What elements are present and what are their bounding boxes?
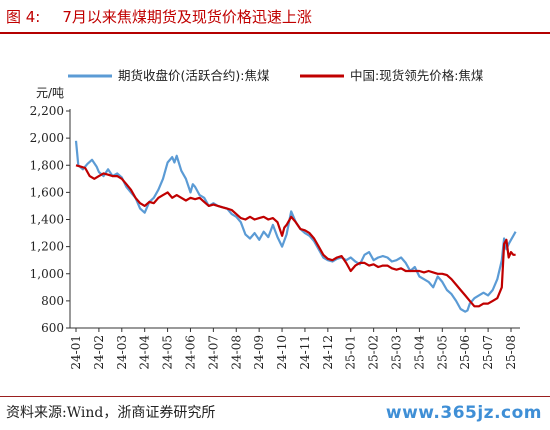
x-tick-label: 24-10 bbox=[275, 335, 289, 370]
x-tick-label: 24-01 bbox=[69, 335, 83, 370]
y-tick-label: 2,200 bbox=[30, 104, 64, 118]
legend-label-spot: 中国:现货领先价格:焦煤 bbox=[350, 68, 484, 83]
x-tick-label: 25-02 bbox=[367, 335, 381, 370]
x-tick-label: 25-03 bbox=[390, 335, 404, 370]
chart-legend: 期货收盘价(活跃合约):焦煤 中国:现货领先价格:焦煤 bbox=[68, 68, 484, 83]
y-tick-label: 1,400 bbox=[30, 213, 64, 227]
footer-rule bbox=[0, 396, 550, 397]
x-tick-label: 24-09 bbox=[252, 335, 266, 370]
x-tick-label: 24-06 bbox=[183, 335, 197, 370]
x-tick-label: 25-05 bbox=[435, 335, 449, 370]
x-tick-label: 24-11 bbox=[298, 335, 312, 370]
y-tick-label: 800 bbox=[41, 294, 64, 308]
y-axis: 600 800 1,000 1,200 1,400 1,600 1,800 2,000 2,20… bbox=[30, 104, 71, 335]
x-tick-label: 25-01 bbox=[344, 335, 358, 370]
price-chart: 期货收盘价(活跃合约):焦煤 中国:现货领先价格:焦煤 元/吨 600 800 1,… bbox=[30, 68, 520, 370]
x-axis: 24-01 24-02 24-03 24-04 24-05 24-06 24-07 24-08… bbox=[69, 327, 520, 370]
title-rule bbox=[0, 32, 550, 34]
plot-area bbox=[74, 140, 517, 313]
y-tick-label: 1,600 bbox=[30, 185, 64, 199]
x-tick-label: 25-04 bbox=[412, 335, 426, 370]
x-tick-label: 24-03 bbox=[115, 335, 129, 370]
y-tick-label: 1,200 bbox=[30, 240, 64, 254]
x-tick-label: 24-07 bbox=[206, 335, 220, 370]
y-axis-unit: 元/吨 bbox=[36, 86, 64, 100]
figure-title-text: 7月以来焦煤期货及现货价格迅速上涨 bbox=[62, 8, 312, 26]
x-tick-label: 25-07 bbox=[481, 335, 495, 370]
y-tick-label: 2,000 bbox=[30, 131, 64, 145]
source-note: 资料来源:Wind，浙商证券研究所 bbox=[6, 405, 216, 421]
futures-price-line bbox=[74, 140, 517, 313]
y-tick-label: 1,000 bbox=[30, 267, 64, 281]
y-tick-label: 1,800 bbox=[30, 158, 64, 172]
x-tick-label: 24-08 bbox=[229, 335, 243, 370]
figure-title: 图 4: 7月以来焦煤期货及现货价格迅速上涨 bbox=[6, 6, 312, 27]
x-tick-label: 24-12 bbox=[321, 335, 335, 370]
figure-label: 图 4: bbox=[6, 8, 41, 26]
x-tick-label: 24-05 bbox=[161, 335, 175, 370]
x-tick-label: 25-08 bbox=[504, 335, 518, 370]
x-tick-label: 24-04 bbox=[138, 335, 152, 370]
spot-price-line bbox=[75, 164, 516, 308]
x-tick-label: 24-02 bbox=[92, 335, 106, 370]
x-tick-label: 25-06 bbox=[458, 335, 472, 370]
watermark: www.365jz.com bbox=[385, 403, 542, 423]
y-tick-label: 600 bbox=[41, 321, 64, 335]
legend-label-futures: 期货收盘价(活跃合约):焦煤 bbox=[118, 68, 270, 83]
